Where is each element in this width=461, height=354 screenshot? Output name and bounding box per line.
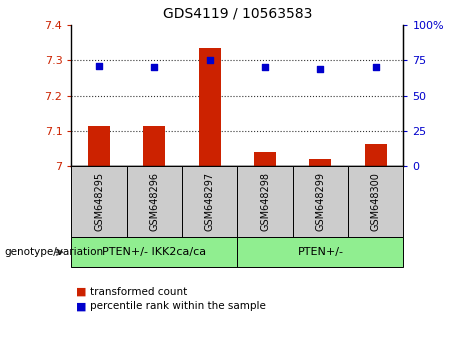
Text: PTEN+/-: PTEN+/- — [297, 247, 343, 257]
Text: ■: ■ — [76, 301, 87, 311]
Bar — [254, 152, 276, 166]
Text: GSM648296: GSM648296 — [149, 172, 160, 231]
Bar — [127, 166, 182, 237]
Bar — [365, 144, 387, 166]
Bar — [199, 48, 221, 166]
Text: PTEN+/- IKK2ca/ca: PTEN+/- IKK2ca/ca — [102, 247, 207, 257]
Title: GDS4119 / 10563583: GDS4119 / 10563583 — [163, 7, 312, 21]
Point — [206, 57, 213, 63]
Text: GSM648295: GSM648295 — [94, 172, 104, 232]
Text: GSM648297: GSM648297 — [205, 172, 215, 232]
Bar — [348, 166, 403, 237]
Text: transformed count: transformed count — [90, 287, 187, 297]
Bar — [88, 126, 110, 166]
Text: percentile rank within the sample: percentile rank within the sample — [90, 301, 266, 311]
Point — [372, 64, 379, 70]
Bar — [71, 237, 237, 267]
Text: GSM648298: GSM648298 — [260, 172, 270, 231]
Bar — [237, 166, 293, 237]
Bar — [237, 237, 403, 267]
Bar — [71, 166, 127, 237]
Point — [95, 63, 103, 69]
Bar — [182, 166, 237, 237]
Text: GSM648300: GSM648300 — [371, 172, 381, 231]
Bar — [293, 166, 348, 237]
Text: genotype/variation: genotype/variation — [5, 247, 104, 257]
Point — [261, 64, 269, 69]
Point — [317, 66, 324, 72]
Bar — [143, 126, 165, 166]
Text: ■: ■ — [76, 287, 87, 297]
Text: GSM648299: GSM648299 — [315, 172, 325, 231]
Point — [151, 64, 158, 70]
Bar — [309, 159, 331, 166]
